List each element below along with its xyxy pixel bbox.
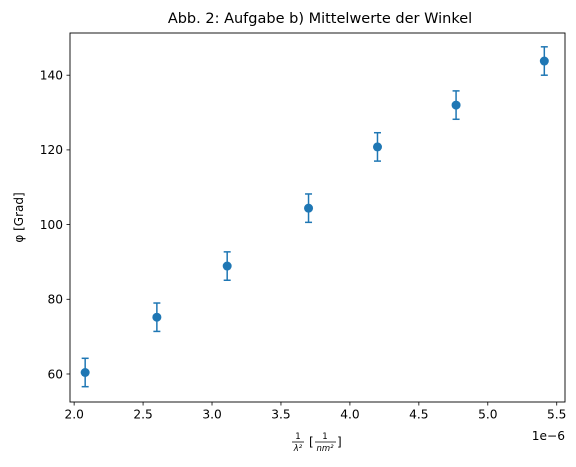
x-tick-label: 5.0 bbox=[478, 408, 497, 422]
chart-title: Abb. 2: Aufgabe b) Mittelwerte der Winke… bbox=[168, 11, 472, 27]
x-tick-label: 3.5 bbox=[271, 408, 290, 422]
y-tick-label: 140 bbox=[40, 69, 63, 83]
x-tick-label: 2.5 bbox=[133, 408, 152, 422]
plot-frame bbox=[69, 32, 566, 403]
y-tick-label: 60 bbox=[47, 367, 63, 381]
x-label-open-bracket: [ bbox=[309, 435, 314, 449]
data-point bbox=[304, 203, 314, 213]
x-tick-label: 4.5 bbox=[409, 408, 428, 422]
data-point bbox=[80, 367, 90, 377]
data-marks bbox=[80, 46, 549, 388]
data-point bbox=[539, 56, 549, 66]
x-label-rhs-denominator: nm² bbox=[316, 444, 334, 454]
x-tick-label: 5.5 bbox=[547, 408, 566, 422]
y-tick-label: 100 bbox=[40, 218, 63, 232]
data-point bbox=[451, 100, 461, 110]
y-axis: 60 80 100 120 140 bbox=[40, 69, 70, 381]
x-tick-label: 3.0 bbox=[202, 408, 221, 422]
x-label-lhs-denominator: λ² bbox=[293, 444, 303, 454]
data-point bbox=[372, 142, 382, 152]
x-label-rhs-numerator: 1 bbox=[322, 432, 327, 442]
x-tick-label: 2.0 bbox=[64, 408, 83, 422]
x-axis: 2.0 2.5 3.0 3.5 4.0 4.5 5.0 5.5 bbox=[64, 402, 566, 422]
data-point bbox=[222, 261, 232, 271]
x-label-lhs-numerator: 1 bbox=[295, 432, 300, 442]
y-tick-label: 80 bbox=[47, 293, 63, 307]
x-tick-label: 4.0 bbox=[340, 408, 359, 422]
x-axis-label: 1 λ² [ 1 nm² ] bbox=[292, 432, 342, 454]
y-tick-label: 120 bbox=[40, 143, 63, 157]
x-axis-offset-text: 1e−6 bbox=[532, 429, 565, 443]
data-point bbox=[152, 312, 162, 322]
y-axis-label: φ [Grad] bbox=[12, 192, 26, 242]
x-label-close-bracket: ] bbox=[337, 435, 342, 449]
